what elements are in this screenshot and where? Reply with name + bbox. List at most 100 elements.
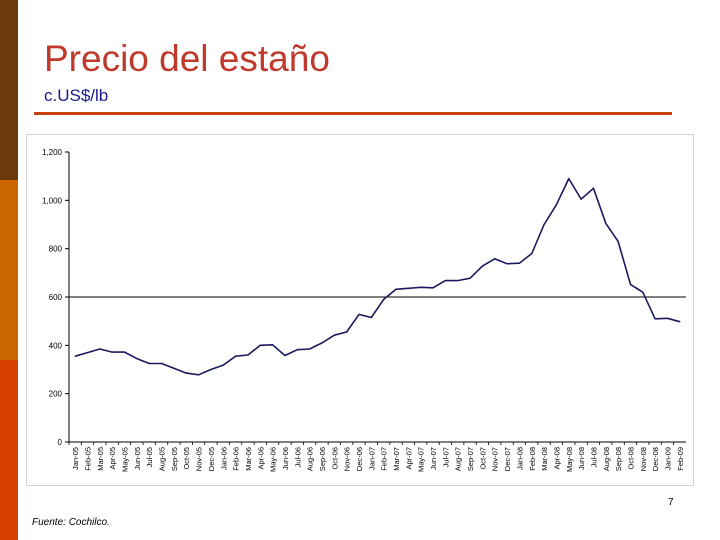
data-point — [543, 224, 544, 225]
x-tick-label: Jul-05 — [145, 447, 154, 467]
data-point — [531, 253, 532, 254]
data-point — [321, 342, 322, 343]
x-tick-label: May-05 — [121, 447, 130, 472]
y-tick-label: 400 — [49, 341, 63, 350]
x-tick-label: Apr-07 — [404, 447, 413, 470]
data-point — [198, 374, 199, 375]
x-tick-label: Jul-08 — [589, 447, 598, 467]
data-point — [482, 265, 483, 266]
data-point — [655, 318, 656, 319]
x-tick-label: Jan-06 — [219, 447, 228, 470]
x-tick-label: Aug-08 — [602, 447, 611, 471]
data-point — [297, 349, 298, 350]
sidebar-band-top — [0, 0, 18, 180]
x-tick-label: Aug-06 — [306, 447, 315, 471]
x-tick-label: Aug-05 — [158, 447, 167, 471]
data-point — [173, 368, 174, 369]
data-point — [457, 280, 458, 281]
data-point — [223, 365, 224, 366]
x-tick-label: Dec-06 — [355, 447, 364, 471]
data-point — [679, 321, 680, 322]
data-point — [618, 241, 619, 242]
data-point — [186, 373, 187, 374]
data-point — [630, 284, 631, 285]
data-point — [272, 344, 273, 345]
x-tick-label: Aug-07 — [454, 447, 463, 471]
y-tick-label: 600 — [49, 293, 63, 302]
x-tick-label: Dec-08 — [651, 447, 660, 471]
x-tick-label: Jul-06 — [293, 447, 302, 467]
data-point — [124, 352, 125, 353]
data-point — [667, 318, 668, 319]
x-tick-label: Mar-05 — [96, 447, 105, 471]
x-tick-label: Jun-08 — [577, 447, 586, 470]
data-point — [210, 369, 211, 370]
x-tick-label: Sep-07 — [466, 447, 475, 471]
x-tick-label: Nov-06 — [343, 447, 352, 471]
x-tick-label: Feb-07 — [380, 447, 389, 471]
x-tick-label: May-08 — [565, 447, 574, 472]
data-point — [136, 358, 137, 359]
data-point — [605, 223, 606, 224]
data-point — [149, 363, 150, 364]
x-tick-label: Jun-07 — [429, 447, 438, 470]
x-tick-label: Oct-07 — [478, 447, 487, 470]
data-point — [593, 188, 594, 189]
x-tick-label: Apr-06 — [256, 447, 265, 470]
x-tick-label: Jan-08 — [515, 447, 524, 470]
data-point — [284, 355, 285, 356]
y-tick-label: 800 — [49, 245, 63, 254]
x-tick-label: Oct-05 — [182, 447, 191, 470]
data-point — [642, 292, 643, 293]
data-point — [235, 356, 236, 357]
data-point — [309, 348, 310, 349]
x-tick-label: Mar-07 — [392, 447, 401, 471]
x-tick-label: Mar-06 — [244, 447, 253, 471]
source-note: Fuente: Cochilco. — [32, 517, 110, 528]
data-point — [247, 354, 248, 355]
data-point — [358, 314, 359, 315]
data-point — [420, 287, 421, 288]
data-point — [75, 356, 76, 357]
data-point — [568, 178, 569, 179]
data-point — [469, 278, 470, 279]
data-point — [161, 363, 162, 364]
x-tick-label: Nov-07 — [491, 447, 500, 471]
data-point — [556, 204, 557, 205]
x-tick-label: Jul-07 — [441, 447, 450, 467]
data-point — [519, 263, 520, 264]
y-tick-label: 1,200 — [42, 148, 63, 157]
data-point — [260, 345, 261, 346]
x-tick-label: Jun-05 — [133, 447, 142, 470]
x-tick-label: Feb-09 — [676, 447, 685, 471]
data-point — [445, 280, 446, 281]
x-tick-label: Mar-08 — [540, 447, 549, 471]
x-tick-label: Apr-05 — [108, 447, 117, 470]
x-tick-label: Apr-08 — [552, 447, 561, 470]
sidebar-band-middle — [0, 180, 18, 360]
data-point — [395, 289, 396, 290]
y-tick-label: 1,000 — [42, 196, 63, 205]
page-number: 7 — [668, 497, 674, 508]
x-tick-label: Sep-06 — [318, 447, 327, 471]
data-point — [87, 352, 88, 353]
series-line — [75, 179, 680, 375]
x-tick-label: May-07 — [417, 447, 426, 472]
x-tick-label: Nov-05 — [195, 447, 204, 471]
slide-subtitle-unit: c.US$/lb — [44, 86, 108, 106]
x-tick-label: Sep-05 — [170, 447, 179, 471]
x-tick-label: Feb-08 — [528, 447, 537, 471]
x-tick-label: Feb-05 — [84, 447, 93, 471]
data-point — [581, 199, 582, 200]
x-tick-label: Sep-08 — [614, 447, 623, 471]
data-point — [371, 317, 372, 318]
title-divider — [34, 112, 672, 115]
x-tick-label: May-06 — [269, 447, 278, 472]
x-tick-label: Jan-05 — [71, 447, 80, 470]
data-point — [408, 288, 409, 289]
data-point — [334, 335, 335, 336]
x-tick-label: Jun-06 — [281, 447, 290, 470]
data-point — [346, 331, 347, 332]
data-point — [383, 299, 384, 300]
